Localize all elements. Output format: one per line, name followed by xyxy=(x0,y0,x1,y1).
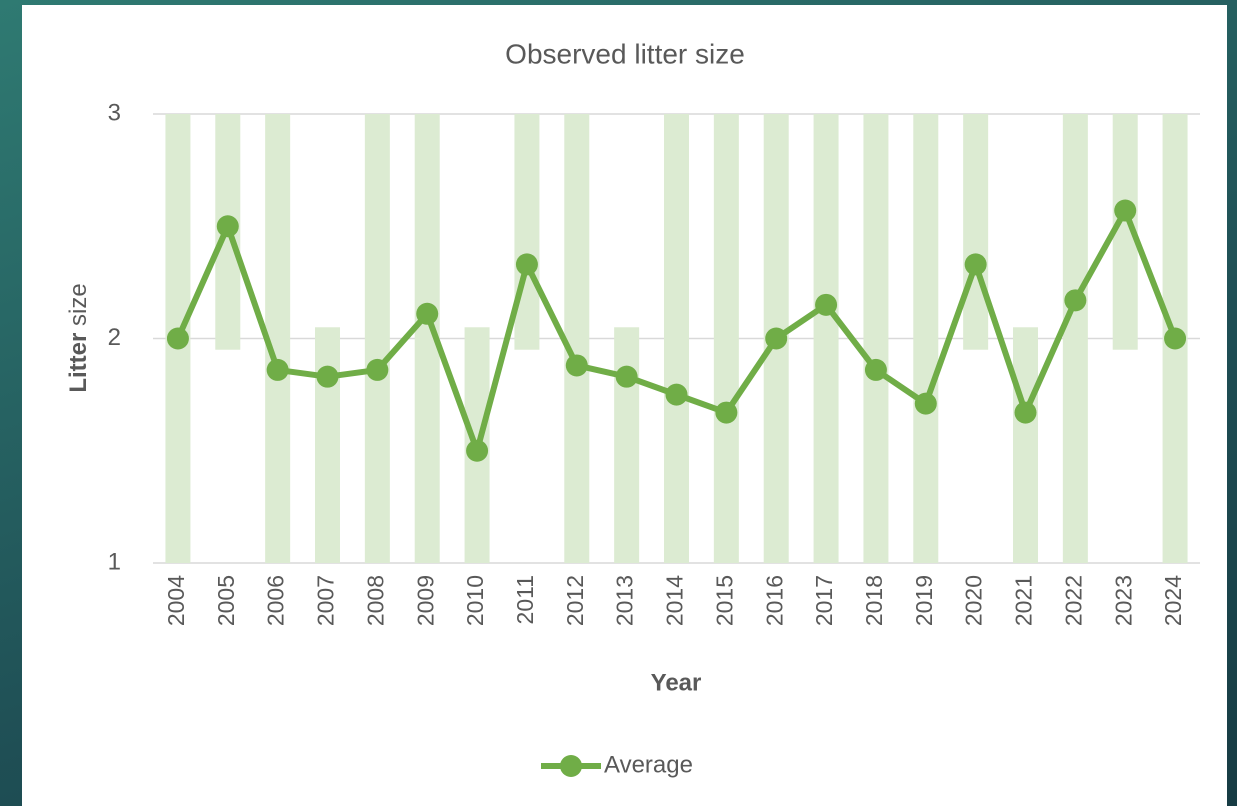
data-point xyxy=(366,358,389,381)
x-tick-label: 2011 xyxy=(512,575,538,624)
x-tick-label: 2008 xyxy=(362,575,388,626)
range-bar xyxy=(1013,327,1038,563)
data-point xyxy=(1014,401,1037,424)
data-point xyxy=(715,401,738,424)
x-tick-label: 2009 xyxy=(412,575,438,626)
data-point xyxy=(166,327,189,350)
legend-marker xyxy=(560,755,582,777)
range-bar xyxy=(364,114,390,563)
range-bar xyxy=(1062,114,1088,563)
y-tick-label: 1 xyxy=(108,548,121,575)
x-tick-label: 2021 xyxy=(1011,575,1037,626)
data-point xyxy=(266,358,289,381)
y-axis-label-rest: size xyxy=(65,283,92,326)
range-bar xyxy=(913,114,939,563)
x-tick-label: 2017 xyxy=(811,575,837,626)
y-tick-label: 2 xyxy=(108,324,121,351)
x-tick-label: 2020 xyxy=(961,575,987,626)
data-point xyxy=(1164,327,1187,350)
range-bar xyxy=(564,114,590,563)
legend-label: Average xyxy=(604,751,693,778)
range-bar xyxy=(713,114,739,563)
x-axis-label: Year xyxy=(651,669,702,696)
data-point xyxy=(515,253,538,276)
x-tick-label: 2023 xyxy=(1110,575,1136,626)
data-point xyxy=(216,215,239,238)
x-tick-label: 2013 xyxy=(612,575,638,626)
x-tick-label: 2015 xyxy=(711,575,737,626)
range-bar xyxy=(315,327,340,563)
range-bar xyxy=(614,327,640,563)
data-point xyxy=(964,253,987,276)
data-point xyxy=(565,354,588,377)
range-bar xyxy=(813,114,839,563)
x-tick-label: 2022 xyxy=(1060,575,1086,626)
x-tick-label: 2019 xyxy=(911,575,937,626)
y-tick-label: 3 xyxy=(108,99,121,126)
data-point xyxy=(864,358,887,381)
data-point xyxy=(466,439,489,462)
data-point xyxy=(615,365,638,388)
range-bar xyxy=(963,114,989,350)
chart-title: Observed litter size xyxy=(505,38,745,69)
x-tick-label: 2006 xyxy=(263,575,289,626)
data-point xyxy=(1064,289,1087,312)
data-point xyxy=(1114,199,1137,222)
x-tick-label: 2016 xyxy=(761,575,787,626)
data-point xyxy=(815,293,838,316)
range-bar xyxy=(664,114,689,563)
y-axis-label: Litter size xyxy=(65,283,92,392)
y-axis-label-bold: Litter xyxy=(65,333,92,393)
range-bar xyxy=(514,114,540,350)
data-point xyxy=(914,392,937,415)
x-tick-label: 2005 xyxy=(213,575,239,626)
range-bar xyxy=(863,114,889,563)
data-point xyxy=(316,365,339,388)
data-point xyxy=(665,383,688,406)
x-tick-label: 2014 xyxy=(662,575,688,626)
x-tick-label: 2018 xyxy=(861,575,887,626)
data-point xyxy=(765,327,788,350)
x-tick-label: 2024 xyxy=(1160,575,1186,626)
x-tick-label: 2004 xyxy=(163,575,189,626)
data-point xyxy=(416,302,439,325)
x-tick-label: 2007 xyxy=(313,575,339,626)
x-tick-label: 2010 xyxy=(462,575,488,626)
x-tick-label: 2012 xyxy=(562,575,588,626)
